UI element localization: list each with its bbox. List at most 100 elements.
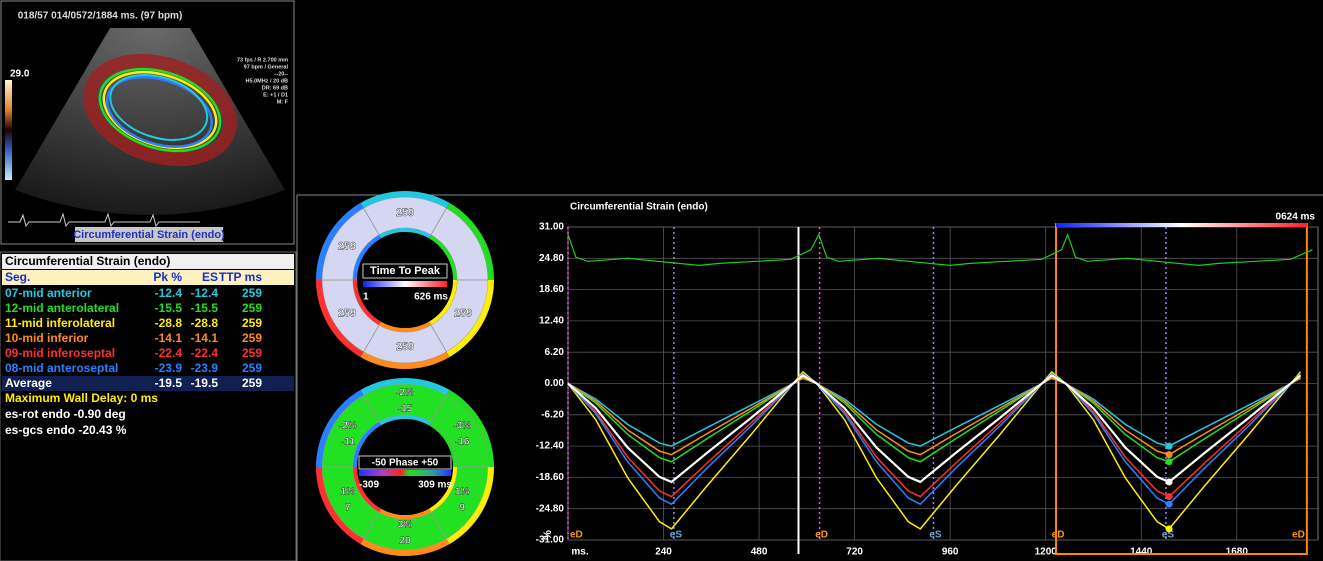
cell: 07-mid anterior [5,286,92,300]
image-label: Circumferential Strain (endo) [73,229,225,241]
cell: 08-mid anteroseptal [5,361,118,375]
event-label: eD [815,530,828,541]
segment-strain: -2% [396,388,414,399]
scale-max: 309 ms [418,480,452,491]
peak-dot [1166,443,1173,450]
setting: 73 fps / R 2.700 mm [237,57,288,63]
segment-value: 259 [338,307,356,319]
event-label: eS [929,530,942,541]
y-tick-label: -6.20 [541,409,564,420]
peak-dot [1166,501,1173,508]
cell: 09-mid inferoseptal [5,346,115,360]
event-label: eS [670,530,683,541]
cell: -28.8 [191,316,219,330]
column-header: Seg. [5,270,30,284]
cell: 10-mid inferior [5,331,89,345]
y-tick-label: -12.40 [536,441,565,452]
column-header: Pk % [153,270,182,284]
y-tick-label: 31.00 [539,222,564,233]
color-scale [5,80,12,180]
x-tick-label: 1440 [1130,547,1153,558]
average-cell: Average [5,376,52,390]
scale-bar [359,470,451,476]
scale-max: 626 ms [414,292,448,303]
event-label: eD [1052,530,1065,541]
center [357,232,453,328]
screen: 018/57 014/0572/1884 ms. (97 bpm) 29.0 C… [0,0,1323,561]
bullseye-title: -50 Phase +50 [372,458,439,469]
segment-delay: -15 [398,404,413,415]
setting: DR: 69 dB [262,85,288,91]
cell: 259 [242,331,262,345]
cell: -15.5 [191,301,219,315]
chart-title: Circumferential Strain (endo) [570,202,708,213]
y-axis-label: % [542,530,554,540]
segment-strain: -2% [339,421,357,432]
cell: -23.9 [191,361,219,375]
x-tick-label: 480 [751,547,768,558]
setting: H5.0MHz / 20 dB [246,78,289,84]
cell: 259 [242,346,262,360]
scale-min: -309 [359,480,379,491]
y-tick-label: -18.60 [536,472,565,483]
average-cell: -19.5 [191,376,219,390]
column-header: TTP ms [219,270,262,284]
segment-strain: 3% [398,520,413,531]
x-axis-label: ms. [571,547,588,558]
segment-value: 259 [396,341,414,353]
scale-min: 1 [363,292,369,303]
table-title: Circumferential Strain (endo) [5,254,170,268]
scale-max: 29.0 [10,69,30,80]
y-tick-label: -24.80 [536,503,565,514]
selection-gradient [1056,223,1307,227]
cursor-label: 0624 ms [1276,212,1316,223]
column-header: ES [202,270,218,284]
segment-delay: -16 [455,437,470,448]
y-tick-label: 6.20 [545,347,565,358]
cell: -14.1 [155,331,183,345]
peak-dot [1166,451,1173,458]
segment-value: 259 [338,240,356,252]
setting: M: F [277,99,289,105]
cell: 11-mid inferolateral [5,316,115,330]
cell: -14.1 [191,331,219,345]
segment-strain: 1% [341,487,356,498]
x-tick-label: 720 [846,547,863,558]
setting: --20-- [275,71,289,77]
x-tick-label: 1200 [1035,547,1058,558]
cell: -28.8 [155,316,183,330]
x-tick-label: 1680 [1226,547,1249,558]
average-cell: 259 [242,376,262,390]
setting: E: +1 / D1 [263,92,288,98]
cell: -12.4 [191,286,219,300]
y-tick-label: 12.40 [539,316,564,327]
page: { "ultrasound": {"header": "018/57 014/0… [0,0,1323,561]
y-tick-label: 24.80 [539,253,564,264]
note: es-gcs endo -20.43 % [5,423,127,437]
scale-bar [363,281,447,287]
event-label: eD [570,530,583,541]
peak-dot [1166,493,1173,500]
note: Maximum Wall Delay: 0 ms [5,391,158,405]
event-label: eD [1292,530,1305,541]
peak-dot [1166,478,1173,485]
cell: 259 [242,286,262,300]
cell: -12.4 [155,286,183,300]
x-tick-label: 240 [655,547,672,558]
cell: -23.9 [155,361,183,375]
bullseye-title: Time To Peak [370,265,441,277]
cell: 259 [242,316,262,330]
segment-delay: -11 [341,437,355,448]
x-tick-label: 960 [942,547,959,558]
cell: 259 [242,301,262,315]
cell: 259 [242,361,262,375]
cell: -22.4 [191,346,219,360]
average-cell: -19.5 [155,376,183,390]
segment-delay: 20 [399,536,411,547]
cell: -22.4 [155,346,183,360]
segment-value: 259 [396,207,414,219]
note: es-rot endo -0.90 deg [5,407,126,421]
segment-strain: 1% [455,487,470,498]
cell: -15.5 [155,301,183,315]
segment-delay: 9 [459,503,465,514]
